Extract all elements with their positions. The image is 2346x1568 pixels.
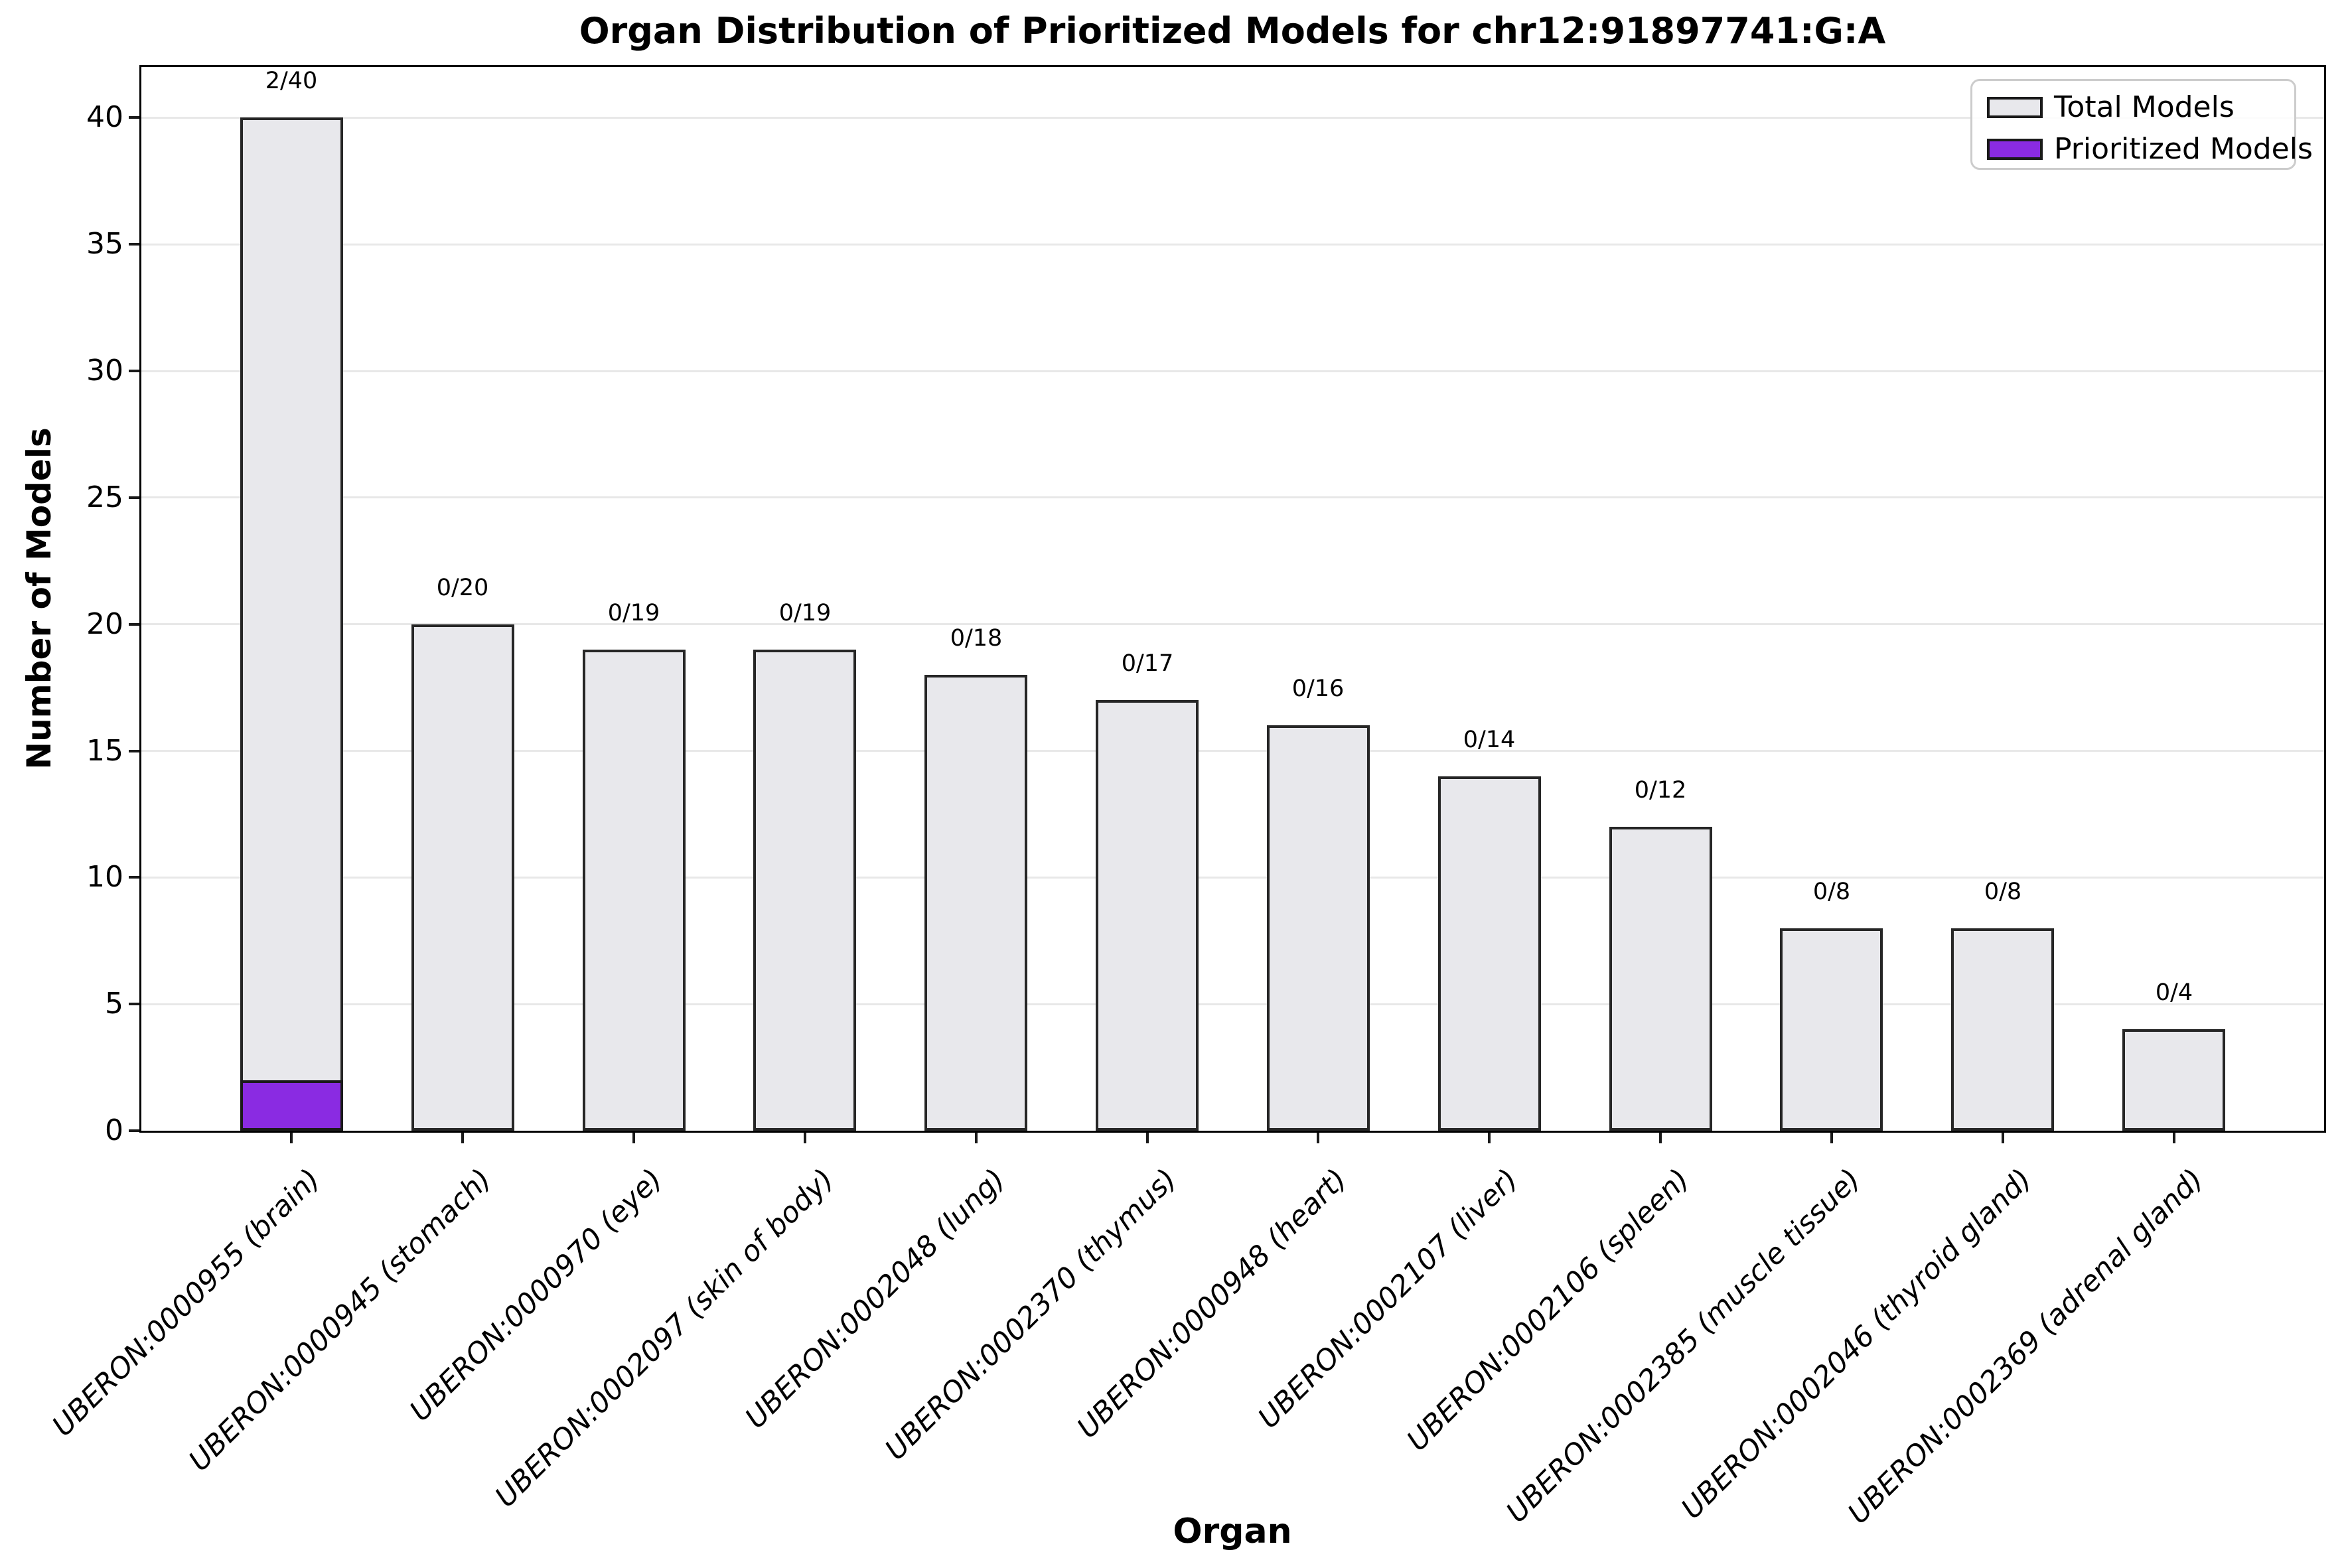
bar-prioritized [240,1080,343,1131]
gridline [141,876,2324,879]
bar-value-label: 2/40 [265,68,318,94]
bar-value-label: 0/18 [950,625,1003,652]
gridline [141,243,2324,246]
bar-total [1438,776,1541,1131]
x-tick [1146,1133,1149,1143]
y-tick-label: 25 [86,480,123,514]
bar-value-label: 0/19 [607,600,660,626]
x-tick-label: UBERON:0002106 (spleen) [1400,1163,1696,1458]
plot-area: 2/40 0/20 0/19 0/19 0/18 0/17 0/16 0/14 0/12 0/8 0… [139,65,2326,1133]
bar-total [411,624,514,1131]
y-tick [129,876,139,879]
y-tick-label: 0 [105,1113,123,1147]
bar-total [753,650,856,1131]
x-tick [1317,1133,1319,1143]
bar-total [583,650,686,1131]
y-tick [129,243,139,246]
y-tick [129,370,139,372]
legend-label: Prioritized Models [2054,132,2313,166]
y-tick [129,116,139,119]
y-tick [129,1003,139,1005]
x-tick [1659,1133,1662,1143]
gridline [141,623,2324,626]
y-tick-label: 40 [86,100,123,134]
x-tick-label: UBERON:0000945 (stomach) [183,1163,498,1478]
total-models-swatch [1987,97,2043,118]
x-tick-label: UBERON:0002370 (thymus) [878,1163,1183,1467]
y-tick-label: 5 [105,987,123,1021]
x-tick [2173,1133,2175,1143]
y-tick-label: 30 [86,354,123,388]
x-tick [632,1133,635,1143]
y-tick-label: 35 [86,227,123,261]
y-tick-label: 10 [86,860,123,894]
x-axis-label: Organ [1173,1512,1292,1551]
x-tick [461,1133,464,1143]
x-tick [1488,1133,1491,1143]
prioritized-models-swatch [1987,139,2043,160]
bar-total [924,675,1027,1131]
y-tick-label: 20 [86,607,123,641]
bar-total [1780,928,1883,1131]
y-tick-label: 15 [86,734,123,768]
legend-label: Total Models [2054,90,2235,124]
x-tick [2002,1133,2004,1143]
y-tick [129,623,139,626]
x-tick-label: UBERON:0002385 (muscle tissue) [1500,1163,1868,1530]
x-tick-label: UBERON:0000948 (heart) [1070,1163,1354,1445]
y-tick [129,750,139,752]
legend: Total Models Prioritized Models [1970,79,2313,170]
gridline [141,370,2324,372]
bar-total [1609,827,1712,1131]
bar-total [240,117,343,1131]
x-tick-label: UBERON:0002097 (skin of body) [488,1163,841,1514]
legend-item-prioritized-models: Prioritized Models [1972,129,2313,169]
bar-total [1951,928,2054,1131]
legend-item-total-models: Total Models [1972,88,2294,127]
x-tick [804,1133,806,1143]
bar-value-label: 0/17 [1121,650,1174,677]
bar-value-label: 0/12 [1634,777,1687,804]
x-tick-label: UBERON:0002046 (thyroid gland) [1675,1163,2039,1526]
gridline [141,1003,2324,1005]
bar-value-label: 0/16 [1291,676,1345,702]
bar-value-label: 0/19 [778,600,832,626]
chart-title: Organ Distribution of Prioritized Models… [579,10,1886,52]
gridline [141,496,2324,499]
x-tick [290,1133,293,1143]
y-tick [129,496,139,499]
bar-value-label: 0/20 [436,575,489,601]
x-tick-label: UBERON:0000955 (brain) [46,1163,327,1443]
bar-value-label: 0/14 [1463,727,1516,753]
bar-total [2122,1029,2225,1131]
x-tick-label: UBERON:0002369 (adrenal gland) [1841,1163,2210,1531]
x-tick [1830,1133,1833,1143]
gridline [141,750,2324,752]
bar-total [1096,700,1199,1131]
bar-value-label: 0/8 [1984,879,2022,905]
bar-value-label: 0/4 [2155,979,2193,1006]
x-tick [975,1133,978,1143]
bar-total [1267,725,1370,1131]
bar-value-label: 0/8 [1812,879,1851,905]
y-tick [129,1129,139,1132]
gridline [141,116,2324,119]
y-axis-label: Number of Models [20,427,58,770]
